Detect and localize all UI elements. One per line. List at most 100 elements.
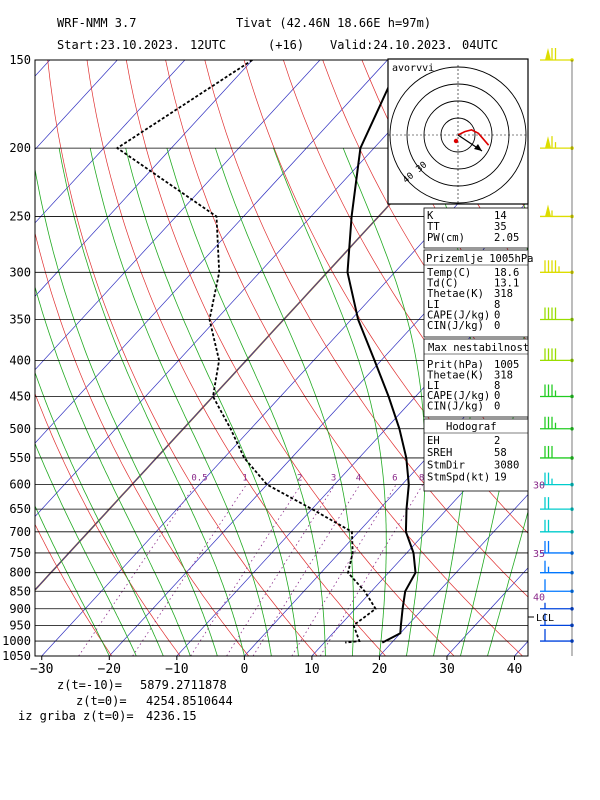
surface-value: 0 [494,309,500,321]
hodograph-frame [387,58,529,205]
wind-barb [540,497,574,511]
surface-title: Prizemlje 1005hPa [426,253,533,265]
surface-label: CAPE(J/kg) [427,309,490,321]
max-instability-label: Thetae(K) [427,369,484,381]
isotherm-line [311,420,528,656]
wind-barb [540,416,574,431]
hodograph-params-panel: Hodograf EH 2 SREH 58 StmDir 3080 StmSpd(kt) 19 [423,418,529,492]
indices-rows: K 14 TT 35 PW(cm) 2.05 [427,210,519,244]
station-info: Tivat (42.46N 18.66E h=97m) [236,16,431,30]
indices-panel: K 14 TT 35 PW(cm) 2.05 [423,207,529,249]
footer-value-1: 5879.2711878 [140,678,227,692]
pressure-tick-label: 450 [9,389,31,403]
footer-label-1: z(t=-10)= [57,678,122,692]
valid-date: Valid:24.10.2023. [330,38,453,52]
pressure-tick-label: 950 [9,618,31,632]
max-instability-value: 1005 [494,359,519,371]
hodograph-trace [457,129,490,146]
height-label: 40 [533,593,545,604]
mixing-ratio-label: 6 [392,474,397,484]
temperature-tick-label: −30 [30,662,53,677]
pressure-tick-label: 750 [9,546,31,560]
pressure-tick-label: 850 [9,584,31,598]
height-label: 30 [533,481,545,492]
footer-value-2: 4254.8510644 [146,694,233,708]
hodograph-param-value: 3080 [494,459,519,471]
hodograph-param-label: StmDir [427,459,465,471]
index-value: 2.05 [494,232,519,244]
dry-adiabat-line [35,231,249,656]
mixing-ratio-label: 0.5 [191,474,207,484]
moist-adiabat-line [35,505,110,656]
footer: z(t=-10)= 5879.2711878 z(t=0)= 4254.8510… [18,678,233,723]
wind-barb [540,307,574,322]
wind-barb [540,519,574,534]
moist-adiabats [35,147,528,656]
hodograph-param-value: 2 [494,435,500,447]
max-instability-rows: Prit(hPa) 1005 Thetae(K) 318 LI 8 CAPE(J/kg) 0C… [427,359,519,413]
moist-adiabat-line [487,510,528,656]
moist-adiabat-line [35,285,191,656]
height-label: 35 [533,549,545,560]
pressure-tick-label: 400 [9,353,31,367]
wind-barbs [540,48,574,656]
pressure-tick-label: 650 [9,502,31,516]
wind-barb [540,629,574,643]
pressure-tick-label: 500 [9,422,31,436]
model-name: WRF-NMM 3.7 [57,16,136,30]
max-instability-value: 0 [494,401,500,413]
wind-barb [540,613,574,628]
moist-adiabat-line [215,147,354,656]
temperature-tick-label: 40 [507,662,523,677]
surface-value: 13.1 [494,278,519,290]
temperature-profile [346,60,417,644]
isotherm-line [582,60,600,656]
moist-adiabat-line [125,148,299,656]
isotherm-line [35,60,321,371]
indices-frame [423,207,529,249]
pressure-tick-label: 800 [9,566,31,580]
mixing-ratio-label: 8 [419,474,424,484]
mixing-ratio-labels: 0.5 1 2 3 4 6 8 [191,474,424,484]
index-label: TT [427,221,440,233]
hodograph-params-frame [423,418,529,492]
max-instability-title: Max nestabilnost [428,342,529,354]
wind-barb [540,472,574,487]
max-instability-value: 0 [494,390,500,402]
dry-adiabat-line [86,60,386,656]
wind-barb [540,48,574,62]
mixing-ratio-label: 4 [356,474,361,484]
lcl-label: LCL [536,613,554,624]
moist-adiabat-line [35,371,164,656]
hodograph-title: avorvvi [392,63,434,74]
max-instability-label: CIN(J/kg) [427,401,484,413]
dry-adiabat-line [518,60,528,77]
surface-label: Temp(C) [427,267,471,279]
pressure-tick-label: 300 [9,265,31,279]
surface-label: Thetae(K) [427,288,484,300]
max-instability-label: Prit(hPa) [427,359,484,371]
mixing-ratio-label: 2 [297,474,302,484]
surface-value: 0 [494,320,500,332]
pressure-tick-label: 550 [9,451,31,465]
mixing-ratio-line [291,484,397,656]
max-instability-value: 8 [494,380,500,392]
index-label: K [427,210,434,222]
footer-label-3: iz griba z(t=0)= [18,709,134,723]
isotherm-line [35,60,456,518]
pressure-tick-label: 1000 [2,634,31,648]
moist-adiabat-line [35,166,218,656]
pressure-tick-label: 350 [9,313,31,327]
surface-label: CIN(J/kg) [427,320,484,332]
surface-frame [423,249,529,338]
hodograph-param-label: SREH [427,447,452,459]
index-label: PW(cm) [427,232,465,244]
isotherm-line [35,60,253,297]
pressure-tick-label: 250 [9,209,31,223]
moist-adiabat-line [342,147,426,656]
mixing-ratio-line [252,484,361,656]
wind-barb [540,602,574,611]
surface-value: 8 [494,299,500,311]
mixing-ratio-label: 3 [331,474,336,484]
